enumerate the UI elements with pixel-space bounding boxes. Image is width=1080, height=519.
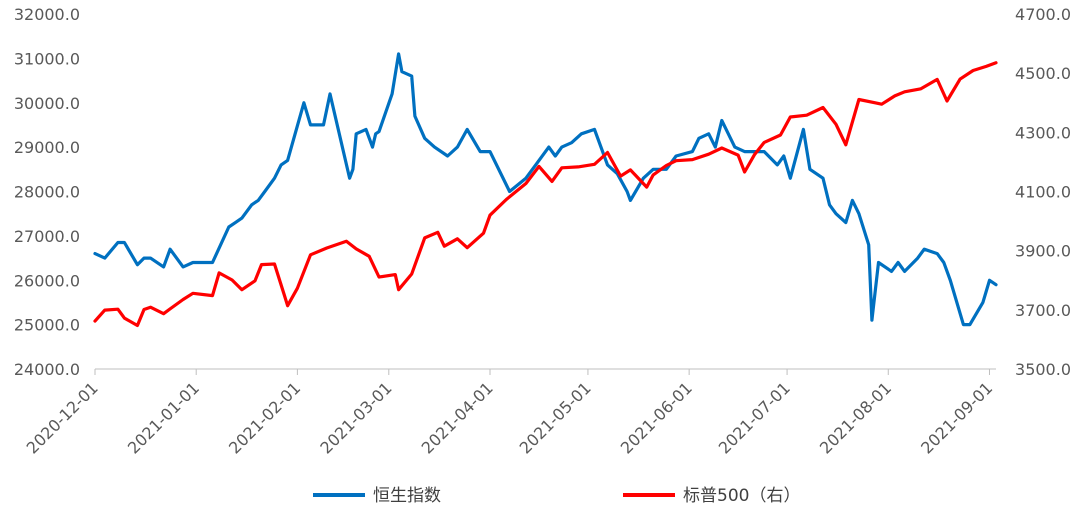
- right-tick-label: 3900.0: [1015, 242, 1071, 261]
- x-tick-label: 2020-12-01: [23, 378, 102, 457]
- right-tick-label: 4100.0: [1015, 183, 1071, 202]
- series-layer: [93, 52, 998, 328]
- left-tick-label: 31000.0: [14, 49, 80, 68]
- right-tick-label: 4300.0: [1015, 123, 1071, 142]
- right-tick-label: 3500.0: [1015, 360, 1071, 379]
- left-tick-label: 30000.0: [14, 94, 80, 113]
- series-line-sp500: [93, 61, 998, 328]
- right-tick-label: 3700.0: [1015, 301, 1071, 320]
- left-tick-label: 28000.0: [14, 183, 80, 202]
- legend: 恒生指数 标普500（右）: [313, 486, 800, 506]
- x-tick-label: 2021-04-01: [418, 378, 497, 457]
- x-tick-label: 2021-09-01: [917, 378, 996, 457]
- left-tick-label: 29000.0: [14, 138, 80, 157]
- legend-label: 标普500（右）: [683, 486, 800, 506]
- right-tick-label: 4700.0: [1015, 5, 1071, 24]
- series-line-hsi: [93, 52, 998, 327]
- left-tick-label: 26000.0: [14, 271, 80, 290]
- x-axis: 2020-12-01 2021-01-01 2021-02-01 2021-03-01…: [23, 368, 996, 458]
- left-tick-label: 27000.0: [14, 227, 80, 246]
- x-tick-label: 2021-07-01: [715, 378, 794, 457]
- legend-label: 恒生指数: [373, 486, 441, 506]
- x-tick-label: 2021-02-01: [225, 378, 304, 457]
- left-tick-label: 25000.0: [14, 316, 80, 335]
- x-tick-label: 2021-08-01: [816, 378, 895, 457]
- right-tick-label: 4500.0: [1015, 64, 1071, 83]
- x-tick-label: 2021-05-01: [516, 378, 595, 457]
- x-tick-label: 2021-06-01: [617, 378, 696, 457]
- left-y-axis: 24000.0 25000.0 26000.0 27000.0 28000.0 29000…: [14, 5, 80, 379]
- x-tick-label: 2021-01-01: [124, 378, 203, 457]
- left-tick-label: 24000.0: [14, 360, 80, 379]
- left-tick-label: 32000.0: [14, 5, 80, 24]
- right-y-axis: 3500.0 3700.0 3900.0 4100.0 4300.0 4500.0 4700…: [1015, 5, 1071, 379]
- x-tick-label: 2021-03-01: [316, 378, 395, 457]
